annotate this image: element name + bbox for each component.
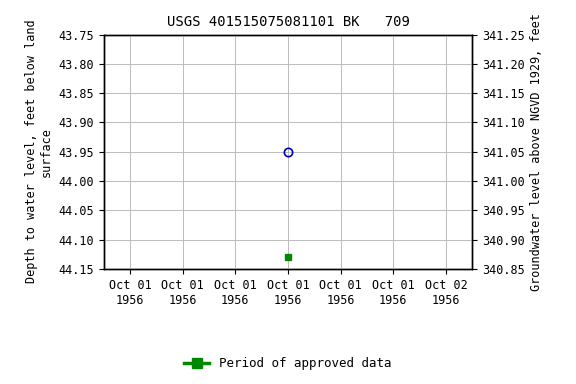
Y-axis label: Depth to water level, feet below land
surface: Depth to water level, feet below land su… [25,20,53,283]
Legend: Period of approved data: Period of approved data [179,352,397,375]
Y-axis label: Groundwater level above NGVD 1929, feet: Groundwater level above NGVD 1929, feet [530,13,543,291]
Title: USGS 401515075081101 BK   709: USGS 401515075081101 BK 709 [166,15,410,29]
